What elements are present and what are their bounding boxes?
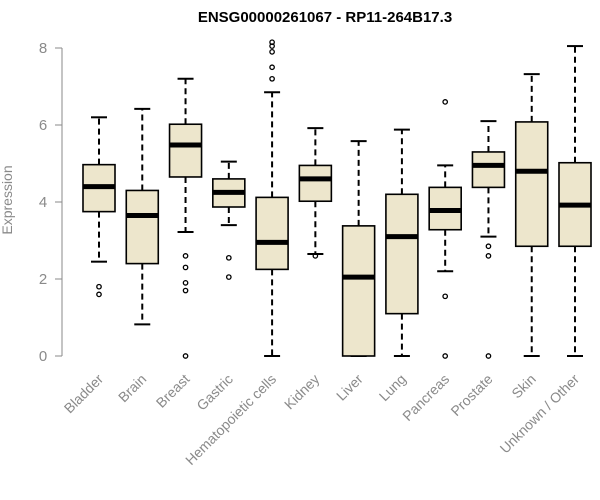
y-axis-label: Expression [0, 165, 15, 234]
y-tick-label: 4 [39, 194, 47, 211]
outlier-point [225, 274, 232, 280]
box-group [298, 127, 333, 259]
boxes-group [82, 39, 592, 359]
y-tick-label: 6 [39, 117, 47, 134]
x-category-label: Skin [508, 371, 539, 402]
outlier-point [269, 64, 275, 71]
box-group [82, 116, 116, 298]
outlier-point [182, 279, 189, 286]
x-category-label: Brain [115, 371, 149, 405]
outlier-point [182, 353, 189, 359]
outlier-point [269, 39, 275, 46]
box-group [125, 107, 160, 326]
outlier-point [96, 291, 102, 298]
box-iqr [255, 196, 289, 271]
y-tick-label: 8 [39, 40, 47, 57]
box-iqr [341, 225, 376, 357]
box-group [212, 160, 246, 280]
outlier-point [485, 353, 492, 359]
y-tick-label: 0 [39, 348, 47, 365]
outlier-point [442, 353, 449, 359]
x-category-label: Breast [153, 371, 193, 411]
outlier-point [225, 254, 232, 261]
outlier-point [269, 48, 275, 55]
box-group [385, 128, 419, 357]
outlier-point [182, 253, 189, 259]
box-group [341, 140, 376, 357]
x-category-label: Liver [333, 371, 366, 404]
chart-title: ENSG00000261067 - RP11-264B17.3 [198, 9, 452, 26]
box-group [471, 120, 506, 359]
x-category-label: Unknown / Other [497, 371, 583, 457]
box-group [428, 99, 462, 359]
x-category-label: Bladder [61, 371, 107, 417]
y-tick-label: 2 [39, 271, 47, 288]
box-iqr [385, 193, 419, 315]
box-group [168, 77, 203, 359]
outlier-point [442, 99, 449, 105]
outlier-point [442, 293, 449, 300]
box-iqr [514, 121, 549, 248]
box-group [514, 73, 549, 357]
box-group [255, 39, 289, 357]
box-iqr [471, 151, 506, 189]
x-category-label: Gastric [193, 371, 236, 414]
box-iqr [125, 189, 160, 265]
outlier-point [96, 283, 102, 290]
y-axis: 0 2 4 6 8 [39, 40, 63, 365]
outlier-point [269, 75, 275, 82]
outlier-point [182, 264, 189, 271]
outlier-point [485, 243, 492, 250]
x-category-label: Lung [376, 371, 409, 404]
x-category-label: Prostate [447, 371, 495, 419]
x-category-label: Pancreas [399, 371, 452, 424]
x-category-label: Kidney [281, 371, 323, 413]
outlier-point [485, 253, 492, 259]
outlier-point [312, 253, 319, 259]
box-group [558, 45, 592, 357]
box-iqr [298, 164, 333, 203]
outlier-point [182, 287, 189, 294]
box-iqr [168, 123, 203, 178]
